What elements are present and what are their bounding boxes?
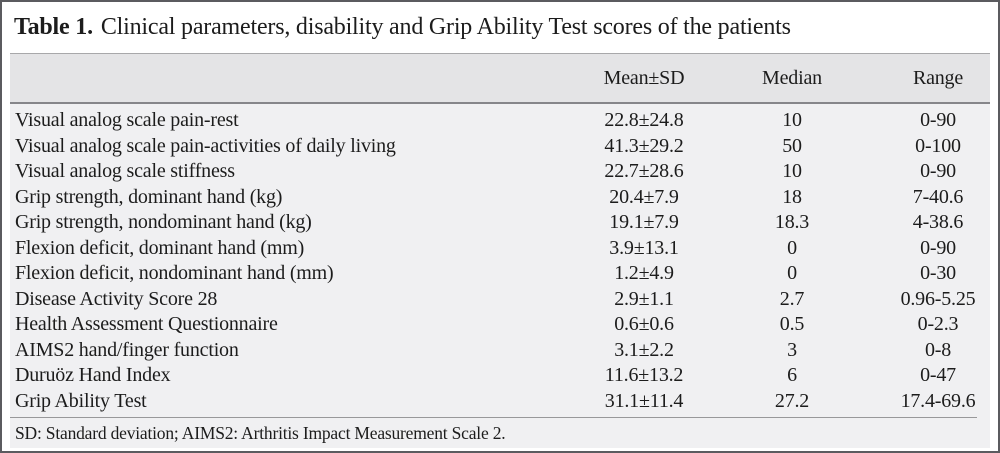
table-row: Visual analog scale stiffness 22.7±28.6 … <box>10 159 990 185</box>
table-row: AIMS2 hand/finger function 3.1±2.2 3 0-8 <box>10 338 990 364</box>
median-cell: 10 <box>782 160 802 182</box>
range-cell: 0.96-5.25 <box>900 287 976 310</box>
median-cell: 0.5 <box>779 313 805 335</box>
table-row: Duruöz Hand Index 11.6±13.2 6 0-47 <box>10 363 990 389</box>
range-cell: 0-100 <box>915 134 961 157</box>
median-cell: 27.2 <box>774 389 810 412</box>
mean-sd-cell: 19.1±7.9 <box>609 211 679 233</box>
parameter-cell: Grip strength, dominant hand (kg) <box>15 185 283 208</box>
parameter-cell: Flexion deficit, dominant hand (mm) <box>15 236 305 259</box>
parameter-cell: Grip Ability Test <box>15 389 147 412</box>
range-cell: 7-40.6 <box>912 185 964 208</box>
table-row: Flexion deficit, dominant hand (mm) 3.9±… <box>10 236 990 262</box>
median-cell: 2.7 <box>779 287 805 310</box>
table-row: Visual analog scale pain-activities of d… <box>10 134 990 160</box>
table-row: Health Assessment Questionnaire 0.6±0.6 … <box>10 312 990 338</box>
range-cell: 0-8 <box>924 338 952 361</box>
parameter-cell: Visual analog scale pain-rest <box>15 109 239 131</box>
median-cell: 18.3 <box>774 211 810 233</box>
range-cell: 0-2.3 <box>917 313 959 335</box>
mean-sd-cell: 22.7±28.6 <box>604 160 684 182</box>
range-cell: 0-90 <box>920 109 956 131</box>
mean-sd-cell: 1.2±4.9 <box>614 262 674 284</box>
mean-sd-cell: 31.1±11.4 <box>604 389 684 412</box>
range-cell: 4-38.6 <box>912 211 964 233</box>
table-header-row: Mean±SD Median Range <box>10 53 990 104</box>
median-cell: 0 <box>787 262 797 284</box>
table-row: Grip strength, nondominant hand (kg) 19.… <box>10 210 990 236</box>
parameter-cell: Visual analog scale pain-activities of d… <box>15 134 396 157</box>
parameter-cell: Health Assessment Questionnaire <box>15 313 278 335</box>
parameter-cell: Visual analog scale stiffness <box>15 160 235 182</box>
mean-sd-cell: 3.1±2.2 <box>614 338 674 361</box>
table-footnote: SD: Standard deviation; AIMS2: Arthritis… <box>10 417 977 448</box>
table-body: Visual analog scale pain-rest 22.8±24.8 … <box>10 104 990 417</box>
range-cell: 0-90 <box>920 236 956 259</box>
mean-sd-cell: 22.8±24.8 <box>604 109 684 131</box>
mean-sd-cell: 3.9±13.1 <box>609 236 679 259</box>
column-header-median: Median <box>762 66 822 89</box>
table-number: Table 1. <box>14 14 93 40</box>
column-header-mean-sd: Mean±SD <box>603 66 685 89</box>
mean-sd-cell: 20.4±7.9 <box>609 185 679 208</box>
median-cell: 50 <box>782 134 802 157</box>
median-cell: 10 <box>782 109 802 131</box>
parameter-cell: Duruöz Hand Index <box>15 364 171 386</box>
table-caption-text: Clinical parameters, disability and Grip… <box>100 14 791 40</box>
median-cell: 3 <box>787 338 797 361</box>
mean-sd-cell: 11.6±13.2 <box>604 364 684 386</box>
data-table: Mean±SD Median Range Visual analog scale… <box>10 53 990 448</box>
table-row: Flexion deficit, nondominant hand (mm) 1… <box>10 261 990 287</box>
column-header-range: Range <box>912 66 964 89</box>
range-cell: 0-90 <box>920 160 956 182</box>
parameter-cell: AIMS2 hand/finger function <box>15 338 239 361</box>
mean-sd-cell: 0.6±0.6 <box>614 313 674 335</box>
parameter-cell: Disease Activity Score 28 <box>15 287 218 310</box>
median-cell: 0 <box>787 236 797 259</box>
median-cell: 18 <box>782 185 802 208</box>
range-cell: 0-30 <box>920 262 956 284</box>
parameter-cell: Flexion deficit, nondominant hand (mm) <box>15 262 334 284</box>
mean-sd-cell: 2.9±1.1 <box>614 287 674 310</box>
table-row: Visual analog scale pain-rest 22.8±24.8 … <box>10 108 990 134</box>
range-cell: 17.4-69.6 <box>900 389 976 412</box>
table-row: Disease Activity Score 28 2.9±1.1 2.7 0.… <box>10 287 990 313</box>
parameter-cell: Grip strength, nondominant hand (kg) <box>15 211 312 233</box>
table-row: Grip Ability Test 31.1±11.4 27.2 17.4-69… <box>10 389 990 415</box>
table-caption: Table 1. Clinical parameters, disability… <box>10 2 990 53</box>
range-cell: 0-47 <box>920 364 956 386</box>
median-cell: 6 <box>787 364 797 386</box>
table-row: Grip strength, dominant hand (kg) 20.4±7… <box>10 185 990 211</box>
mean-sd-cell: 41.3±29.2 <box>604 134 684 157</box>
